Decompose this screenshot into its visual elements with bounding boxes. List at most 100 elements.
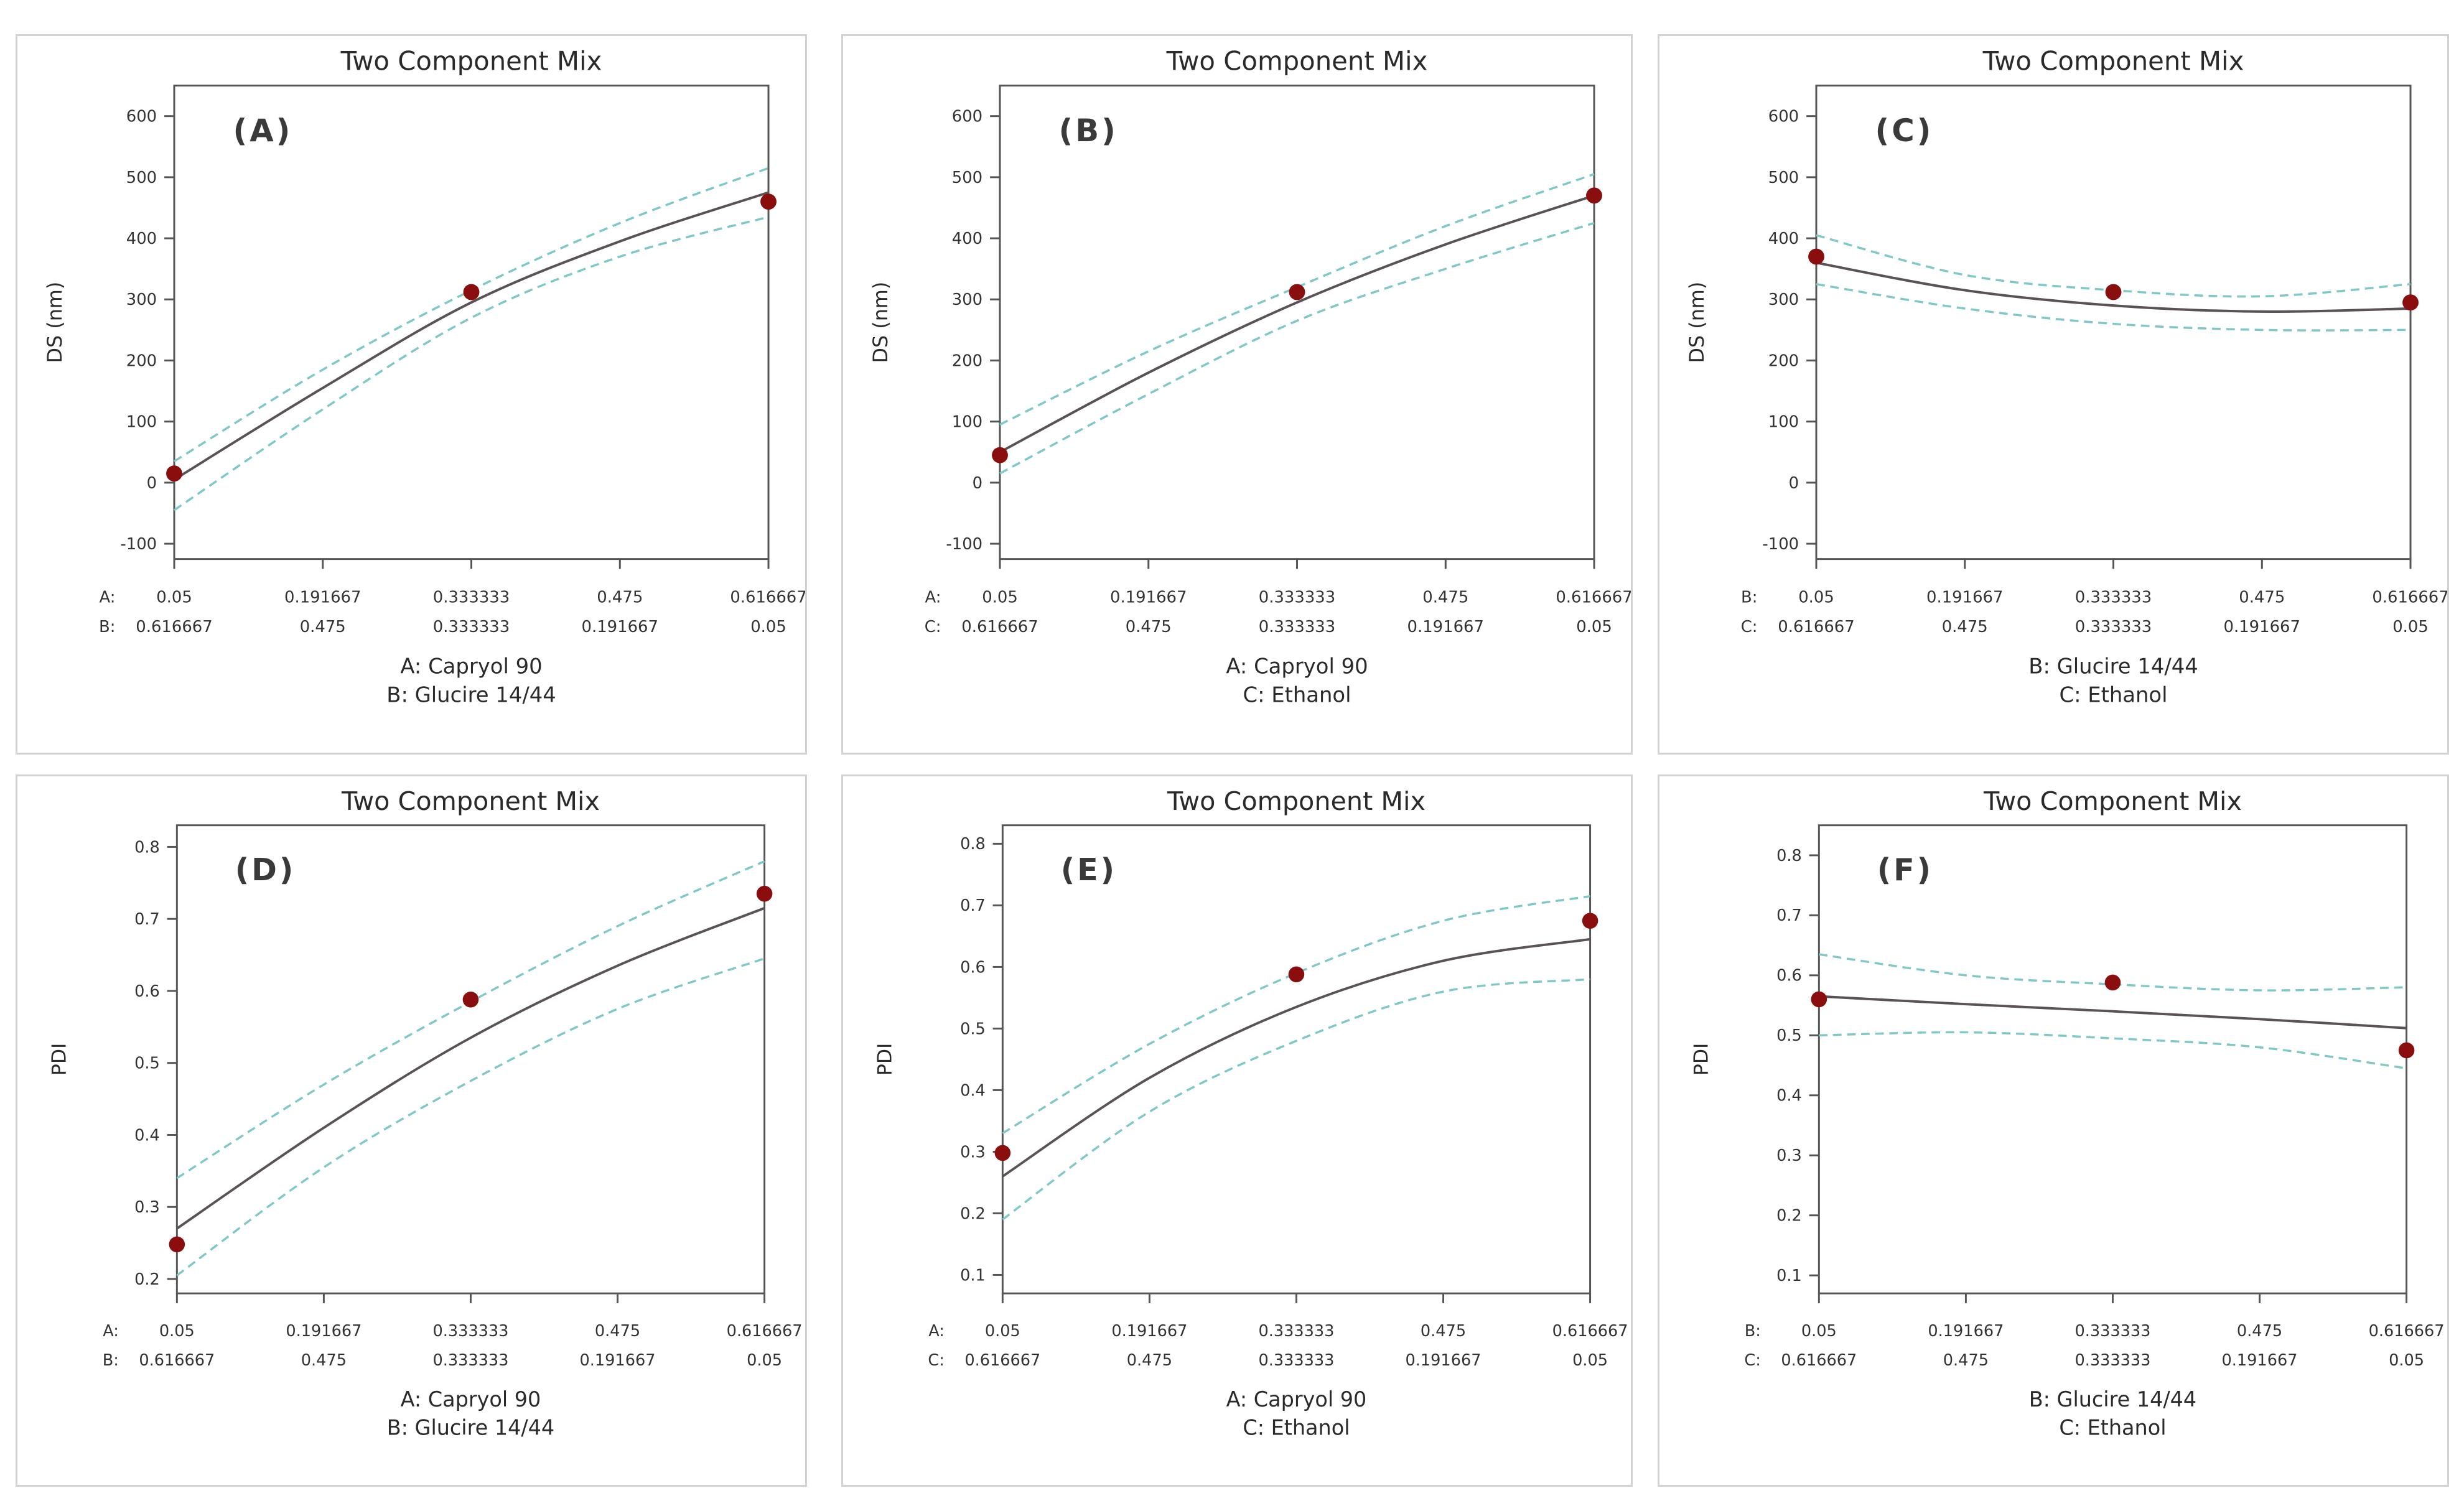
design-point [1808,248,1824,265]
y-tick-label: 0.7 [134,910,160,929]
y-tick-label: 0 [147,474,157,493]
x-tick-label: 0.333333 [1259,588,1335,607]
chart-title: Two Component Mix [1983,786,2242,816]
y-tick-label: 500 [952,169,982,187]
x-tick-label: 0.616667 [961,618,1038,636]
lower-confidence-band [174,216,769,511]
x-tick-label: 0.616667 [1556,588,1632,607]
x-row-component-label: B: [1745,1322,1761,1341]
y-tick-label: 400 [1768,230,1799,248]
x-tick-label: 0.333333 [432,1322,508,1341]
design-point [166,465,182,482]
design-point [1289,284,1305,300]
x-tick-label: 0.475 [1421,1322,1466,1341]
y-tick-label: -100 [1762,535,1799,554]
y-tick-label: 600 [952,108,982,126]
x-row-component-label: C: [925,618,941,636]
y-tick-label: 0.4 [1776,1087,1802,1105]
fit-line [1002,937,1590,1178]
x-tick-label: 0.616667 [1552,1322,1628,1341]
y-tick-label: 0.4 [960,1081,986,1100]
y-tick-label: 400 [952,230,982,248]
x-tick-label: 0.475 [1422,588,1468,607]
plot-frame [999,85,1595,560]
x-tick-label: 0.333333 [432,1351,508,1370]
x-row-component-label: A: [925,588,941,607]
x-axis-label: B: Glucire 14/44 [387,1415,554,1439]
x-row-component-label: C: [928,1351,944,1370]
upper-confidence-band [1002,895,1590,1135]
x-tick-label: 0.05 [1572,1351,1608,1370]
x-axis-label: A: Capryol 90 [1226,1387,1367,1411]
panel-D: Two Component Mix (D) 0.2 0.3 0.4 0.5 0.6 0.7 0.… [16,774,807,1487]
y-tick-label: 100 [126,413,157,432]
chart-svg: Two Component Mix (B) -100 0 100 200 300 400 500… [869,46,1632,707]
design-point [2105,284,2122,300]
lower-confidence-band [1002,978,1590,1221]
y-tick-label: 0.8 [960,835,986,853]
y-tick-label: 0.5 [134,1054,160,1073]
x-axis-label: C: Ethanol [2059,1415,2166,1439]
x-tick-label: 0.191667 [2224,618,2300,636]
x-tick-label: 0.333333 [2075,588,2152,607]
fit-line [1819,995,2407,1030]
chart-title: Two Component Mix [340,46,602,77]
lower-confidence-band [176,957,765,1276]
x-axis-label: B: Glucire 14/44 [2028,654,2198,679]
x-row-component-label: C: [1744,1351,1760,1370]
x-tick-label: 0.333333 [1258,1351,1334,1370]
y-tick-label: 0.2 [1776,1207,1802,1225]
lower-confidence-band [999,221,1595,475]
panel-label: (E) [1061,852,1117,888]
x-tick-label: 0.05 [1798,588,1834,607]
y-tick-label: 400 [126,230,157,248]
x-tick-label: 0.475 [2239,588,2285,607]
y-tick-label: 0.3 [1776,1146,1802,1165]
x-tick-label: 0.191667 [1928,1322,2004,1341]
y-tick-label: 100 [1768,413,1799,432]
y-tick-label: 0.4 [134,1126,160,1145]
chart-title: Two Component Mix [341,786,600,816]
x-tick-label: 0.05 [156,588,192,607]
y-axis-label: DS (nm) [43,282,67,363]
x-tick-label: 0.191667 [1110,588,1187,607]
y-axis-label: PDI [1690,1043,1712,1076]
y-tick-label: 0.8 [134,838,160,857]
x-tick-label: 0.475 [595,1322,640,1341]
x-tick-label: 0.05 [1576,618,1612,636]
y-axis-label: DS (nm) [869,282,892,363]
chart-title: Two Component Mix [1166,46,1428,77]
x-tick-label: 0.616667 [139,1351,215,1370]
design-point [2402,294,2419,311]
y-tick-label: 300 [1768,291,1799,309]
fit-line [999,194,1595,453]
x-row-component-label: A: [928,1322,945,1341]
design-point [1582,913,1598,929]
x-tick-label: 0.05 [747,1351,782,1370]
x-tick-label: 0.191667 [1406,1351,1482,1370]
x-tick-label: 0.616667 [730,588,806,607]
plot-frame [1001,824,1592,1295]
y-tick-label: 300 [126,291,157,309]
design-point [1288,966,1305,983]
y-tick-label: 300 [952,291,982,309]
plot-frame [1815,85,2412,560]
y-tick-label: 0.5 [960,1020,986,1038]
x-tick-label: 0.616667 [1778,618,1854,636]
x-tick-label: 0.05 [159,1322,195,1341]
y-tick-label: 0.5 [1776,1026,1802,1045]
panel-label: (B) [1059,113,1118,149]
panel-label: (F) [1877,852,1933,888]
x-tick-label: 0.191667 [580,1351,656,1370]
x-row-component-label: B: [99,618,115,636]
design-point [463,284,480,300]
panel-label: (D) [235,852,296,888]
x-tick-label: 0.333333 [433,618,510,636]
chart-svg: Two Component Mix (F) 0.1 0.2 0.3 0.4 0.5 0.6 0.… [1690,786,2444,1439]
chart-svg: Two Component Mix (C) -100 0 100 200 300 400 500… [1685,46,2447,707]
upper-confidence-band [1819,953,2407,992]
x-tick-label: 0.333333 [1258,1322,1334,1341]
upper-confidence-band [176,860,765,1179]
x-tick-label: 0.191667 [2222,1351,2298,1370]
x-axis-label: A: Capryol 90 [401,1387,541,1411]
